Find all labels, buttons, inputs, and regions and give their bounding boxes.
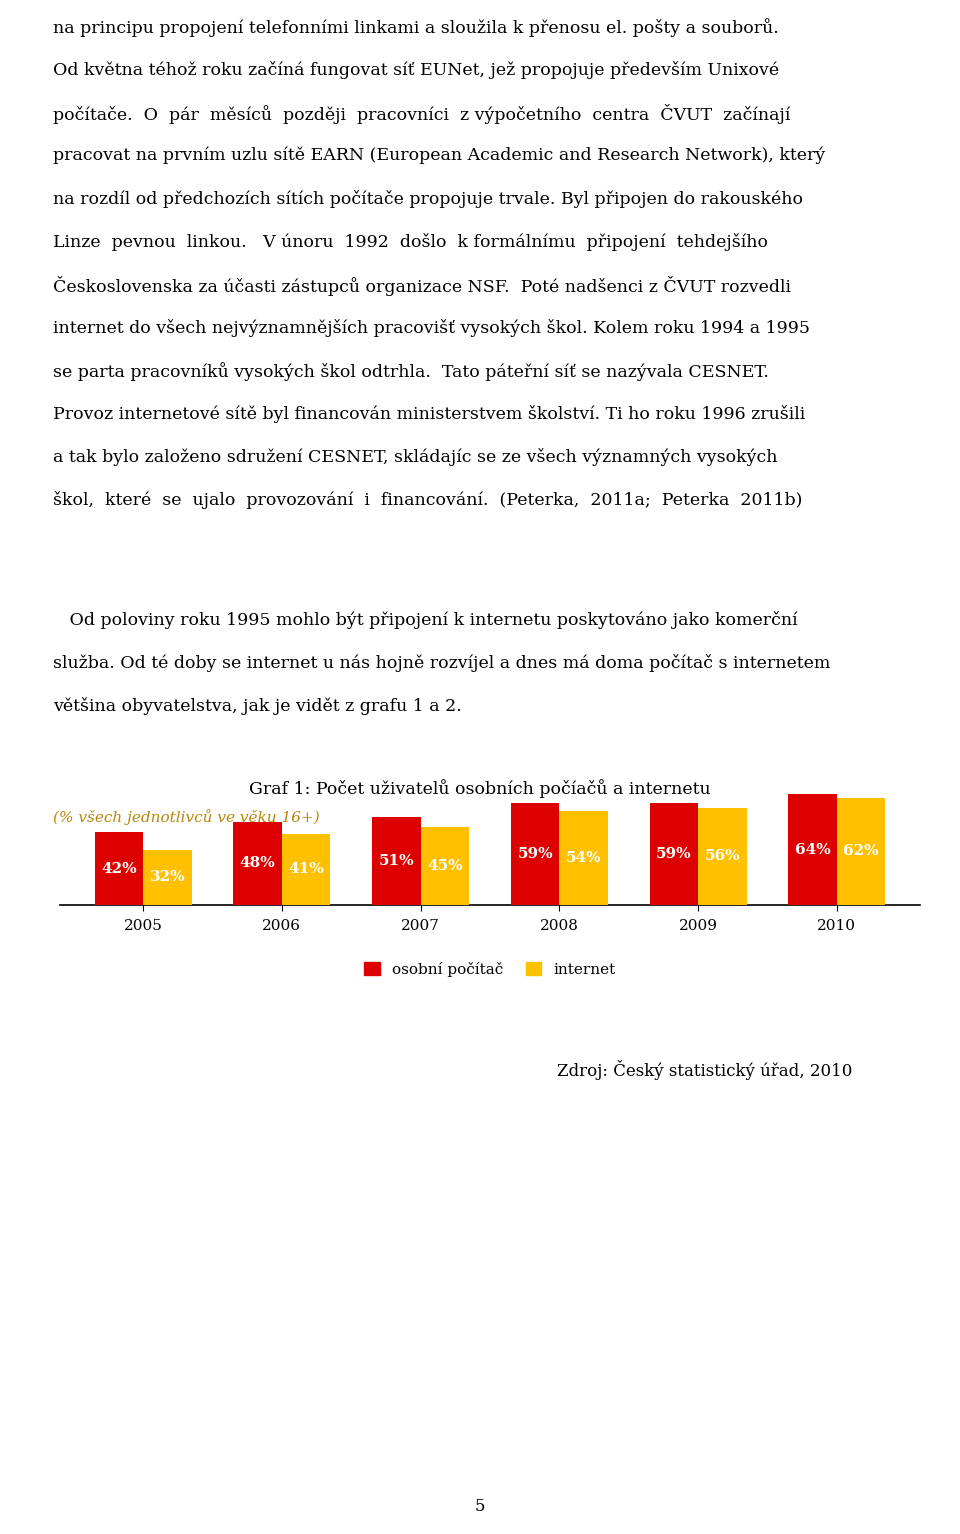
Bar: [372, 816, 420, 905]
Text: Provoz internetové sítě byl financován ministerstvem školství. Ti ho roku 1996 z: Provoz internetové sítě byl financován m…: [53, 405, 805, 423]
Bar: [560, 811, 608, 905]
Text: Linze  pevnou  linkou.   V únoru  1992  došlo  k formálnímu  připojení  tehdejší: Linze pevnou linkou. V únoru 1992 došlo …: [53, 233, 768, 252]
Bar: [698, 808, 747, 905]
Text: pracovat na prvním uzlu sítě EARN (European Academic and Research Network), kter: pracovat na prvním uzlu sítě EARN (Europ…: [53, 147, 825, 164]
Bar: [143, 850, 192, 905]
Text: 51%: 51%: [378, 854, 414, 868]
Text: služba. Od té doby se internet u nás hojně rozvíjel a dnes má doma počítač s int: služba. Od té doby se internet u nás hoj…: [53, 655, 830, 672]
Bar: [420, 827, 469, 905]
Text: se parta pracovníků vysokých škol odtrhla.  Tato páteřní síť se nazývala CESNET.: se parta pracovníků vysokých škol odtrhl…: [53, 362, 769, 380]
Text: (% všech jednotlivců ve věku 16+): (% všech jednotlivců ve věku 16+): [53, 808, 320, 825]
Text: Od poloviny roku 1995 mohlo být připojení k internetu poskytováno jako komerční: Od poloviny roku 1995 mohlo být připojen…: [53, 612, 798, 629]
Bar: [233, 822, 282, 905]
Text: 32%: 32%: [150, 870, 185, 884]
Text: počítače.  O  pár  měsíců  později  pracovníci  z výpočetního  centra  ČVUT  zač: počítače. O pár měsíců později pracovníc…: [53, 104, 790, 124]
Text: 48%: 48%: [240, 856, 276, 870]
Text: 64%: 64%: [795, 842, 830, 856]
Text: 54%: 54%: [565, 851, 602, 865]
Text: Od května téhož roku začíná fungovat síť EUNet, jež propojuje především Unixové: Od května téhož roku začíná fungovat síť…: [53, 61, 779, 78]
Text: na rozdíl od předchozích sítích počítače propojuje trvale. Byl připojen do rakou: na rozdíl od předchozích sítích počítače…: [53, 190, 803, 209]
Text: 56%: 56%: [705, 850, 740, 864]
Text: 59%: 59%: [517, 847, 553, 861]
Text: většina obyvatelstva, jak je vidět z grafu 1 a 2.: většina obyvatelstva, jak je vidět z gra…: [53, 698, 462, 715]
Text: 42%: 42%: [101, 862, 136, 876]
Legend: osobní počítač, internet: osobní počítač, internet: [364, 962, 615, 977]
Bar: [511, 802, 560, 905]
Text: 41%: 41%: [288, 862, 324, 876]
Text: 59%: 59%: [656, 847, 691, 861]
Text: 62%: 62%: [843, 844, 878, 858]
Bar: [282, 834, 330, 905]
Text: Graf 1: Počet uživatelů osobních počíačů a internetu: Graf 1: Počet uživatelů osobních počíačů…: [250, 779, 710, 798]
Text: na principu propojení telefonními linkami a sloužila k přenosu el. pošty a soubo: na principu propojení telefonními linkam…: [53, 18, 779, 37]
Text: 45%: 45%: [427, 859, 463, 873]
Text: Zdroj: Český statistický úřad, 2010: Zdroj: Český statistický úřad, 2010: [557, 1060, 852, 1080]
Text: Československa za účasti zástupců organizace NSF.  Poté nadšenci z ČVUT rozvedli: Československa za účasti zástupců organi…: [53, 276, 791, 296]
Bar: [650, 802, 698, 905]
Text: 5: 5: [475, 1497, 485, 1516]
Bar: [837, 798, 885, 905]
Text: internet do všech nejvýznamnějších pracovišť vysokých škol. Kolem roku 1994 a 19: internet do všech nejvýznamnějších praco…: [53, 319, 810, 337]
Text: a tak bylo založeno sdružení CESNET, skládajíc se ze všech významných vysokých: a tak bylo založeno sdružení CESNET, skl…: [53, 448, 778, 466]
Bar: [788, 795, 837, 905]
Bar: [95, 833, 143, 905]
Text: škol,  které  se  ujalo  provozování  i  financování.  (Peterka,  2011a;  Peterk: škol, které se ujalo provozování i finan…: [53, 491, 803, 509]
